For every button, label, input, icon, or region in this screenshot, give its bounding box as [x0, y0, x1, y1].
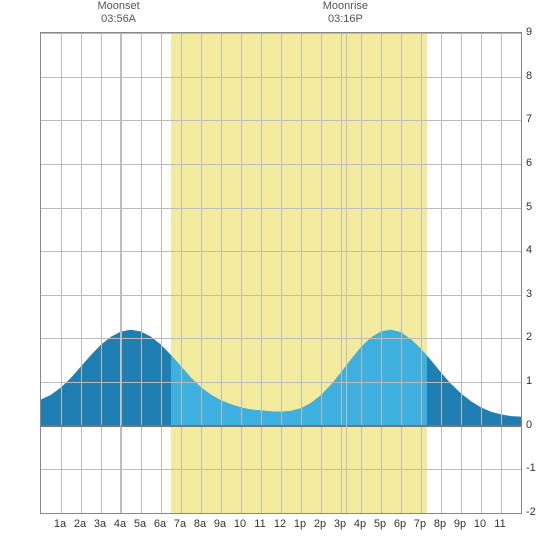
x-tick-label: 11	[494, 518, 505, 530]
x-tick-label: 7p	[414, 518, 426, 530]
y-tick-label: -1	[526, 462, 536, 474]
x-tick-label: 11	[254, 518, 265, 530]
y-tick-label: 4	[526, 244, 532, 256]
x-tick-label: 4a	[114, 518, 126, 530]
x-tick-label: 1p	[294, 518, 306, 530]
y-tick-label: 7	[526, 113, 532, 125]
y-tick-label: 1	[526, 375, 532, 387]
x-tick-label: 2p	[314, 518, 326, 530]
x-tick-label: 8a	[194, 518, 206, 530]
y-tick-label: 5	[526, 201, 532, 213]
x-tick-label: 9a	[214, 518, 226, 530]
moonrise-time: 03:16P	[315, 13, 375, 26]
x-tick-label: 9p	[454, 518, 466, 530]
x-tick-label: 1a	[54, 518, 66, 530]
x-tick-label: 12	[274, 518, 286, 530]
moonset-label: Moonset 03:56A	[89, 0, 149, 26]
moonrise-label: Moonrise 03:16P	[315, 0, 375, 26]
y-tick-label: 3	[526, 288, 532, 300]
x-tick-label: 3a	[94, 518, 106, 530]
y-tick-label: 6	[526, 157, 532, 169]
plot-area	[40, 32, 522, 514]
x-tick-label: 3p	[334, 518, 346, 530]
x-tick-label: 6p	[394, 518, 406, 530]
y-tick-label: 8	[526, 70, 532, 82]
x-tick-label: 10	[474, 518, 486, 530]
moonset-title: Moonset	[89, 0, 149, 13]
y-tick-label: 9	[526, 26, 532, 38]
x-tick-label: 5a	[134, 518, 146, 530]
x-tick-label: 2a	[74, 518, 86, 530]
tide-chart: Moonset 03:56A Moonrise 03:16P 1a 2a 3a 4a 5…	[0, 0, 550, 550]
x-tick-label: 8p	[434, 518, 446, 530]
header-labels: Moonset 03:56A Moonrise 03:16P	[0, 0, 550, 30]
moonrise-title: Moonrise	[315, 0, 375, 13]
x-tick-label: 6a	[154, 518, 166, 530]
x-tick-label: 5p	[374, 518, 386, 530]
y-tick-label: 2	[526, 331, 532, 343]
x-tick-label: 7a	[174, 518, 186, 530]
moonset-time: 03:56A	[89, 13, 149, 26]
x-tick-label: 10	[234, 518, 246, 530]
x-tick-label: 4p	[354, 518, 366, 530]
y-tick-label: -2	[526, 506, 536, 518]
y-tick-label: 0	[526, 419, 532, 431]
